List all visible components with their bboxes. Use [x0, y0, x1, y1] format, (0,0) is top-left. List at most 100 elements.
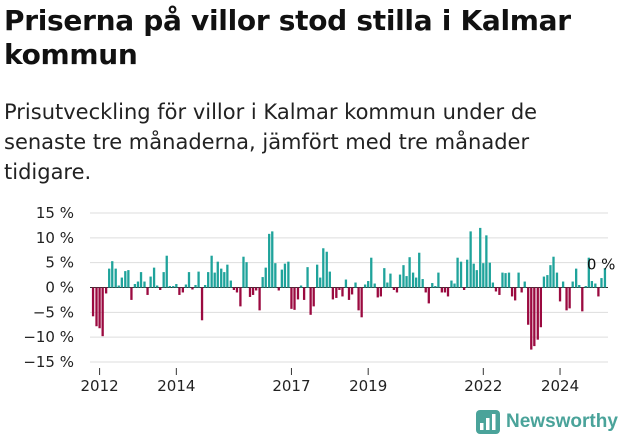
- bar: [178, 287, 181, 295]
- x-axis-labels: 2012 2014 2017 2019 2022 2024: [80, 368, 579, 395]
- x-tick-label: 2017: [272, 377, 310, 395]
- bar: [575, 268, 578, 288]
- bar: [568, 287, 571, 309]
- y-axis-labels: 15 % 10 % 5 % 0 % −5 % −10 % −15 %: [23, 204, 74, 371]
- bar: [565, 287, 568, 311]
- bar: [383, 268, 386, 288]
- bar: [114, 268, 117, 288]
- bar: [133, 284, 137, 288]
- y-tick-label: 10 %: [36, 229, 74, 247]
- bar: [376, 287, 379, 298]
- bar: [283, 263, 287, 288]
- bar: [459, 261, 463, 288]
- bar: [101, 287, 104, 337]
- bar: [223, 272, 226, 288]
- bar: [558, 287, 562, 302]
- bar: [434, 286, 437, 288]
- bar: [117, 285, 120, 288]
- bar: [555, 272, 559, 288]
- bar: [331, 287, 335, 300]
- bar: [200, 287, 204, 321]
- bar: [504, 273, 507, 288]
- bar: [194, 285, 197, 288]
- bar: [187, 272, 191, 288]
- bar: [245, 262, 248, 288]
- bar: [127, 270, 130, 288]
- bar: [207, 272, 210, 288]
- bar: [268, 233, 271, 288]
- bar: [600, 278, 603, 288]
- bar: [472, 263, 475, 288]
- bar: [424, 287, 427, 293]
- bar: [239, 287, 242, 307]
- bar: [539, 287, 543, 328]
- bar: [427, 287, 430, 304]
- bar: [395, 287, 399, 293]
- bar: [191, 287, 194, 290]
- bar: [302, 287, 306, 300]
- page-subtitle: Prisutveckling för villor i Kalmar kommu…: [4, 100, 538, 184]
- bar: [197, 271, 200, 288]
- bar: [251, 287, 255, 295]
- bar: [152, 267, 156, 288]
- bar: [405, 276, 408, 288]
- bar: [389, 273, 392, 288]
- bar: [581, 287, 584, 312]
- bar: [510, 287, 514, 297]
- bar: [520, 287, 523, 293]
- bar: [466, 259, 469, 288]
- bar: [290, 287, 293, 309]
- bar: [530, 287, 533, 350]
- bar: [235, 287, 239, 293]
- bar: [254, 287, 258, 291]
- bar: [482, 263, 485, 288]
- bar: [594, 283, 597, 288]
- bar: [507, 272, 511, 288]
- bar: [184, 284, 188, 288]
- bar: [274, 263, 277, 288]
- bar: [95, 287, 98, 327]
- bar: [104, 287, 108, 294]
- bar: [370, 257, 373, 288]
- bar: [98, 287, 101, 329]
- bar: [450, 280, 453, 288]
- bar: [124, 271, 127, 288]
- last-value-annotation: 0 %: [587, 256, 616, 274]
- bar: [203, 285, 207, 288]
- bar: [216, 261, 219, 288]
- bar: [527, 287, 530, 325]
- bar: [513, 287, 517, 301]
- bar: [120, 277, 123, 288]
- bar: [146, 287, 149, 295]
- brand-name: Newsworthy: [506, 411, 618, 432]
- bar: [344, 279, 348, 288]
- bar: [561, 281, 565, 288]
- bar: [475, 270, 478, 288]
- bar: [440, 287, 444, 293]
- bar: [373, 283, 376, 288]
- y-tick-label: 15 %: [36, 204, 74, 222]
- bar: [443, 287, 447, 293]
- bar: [155, 285, 159, 288]
- bar: [453, 283, 456, 288]
- bar: [469, 231, 472, 288]
- bar: [421, 279, 424, 288]
- bar: [571, 281, 574, 288]
- bar: [306, 267, 309, 288]
- bar: [159, 287, 162, 290]
- bar: [542, 276, 546, 288]
- bar: [479, 227, 482, 288]
- bar: [379, 287, 382, 297]
- bar: [431, 283, 434, 288]
- bar: [491, 282, 495, 288]
- bar: [325, 251, 328, 288]
- bar: [139, 272, 143, 288]
- bar: [232, 287, 236, 290]
- y-tick-label: 5 %: [45, 254, 74, 272]
- bar: [488, 262, 491, 288]
- y-tick-label: −5 %: [33, 303, 74, 321]
- bar: [264, 267, 267, 288]
- bar: [210, 255, 213, 288]
- x-tick-label: 2019: [349, 377, 387, 395]
